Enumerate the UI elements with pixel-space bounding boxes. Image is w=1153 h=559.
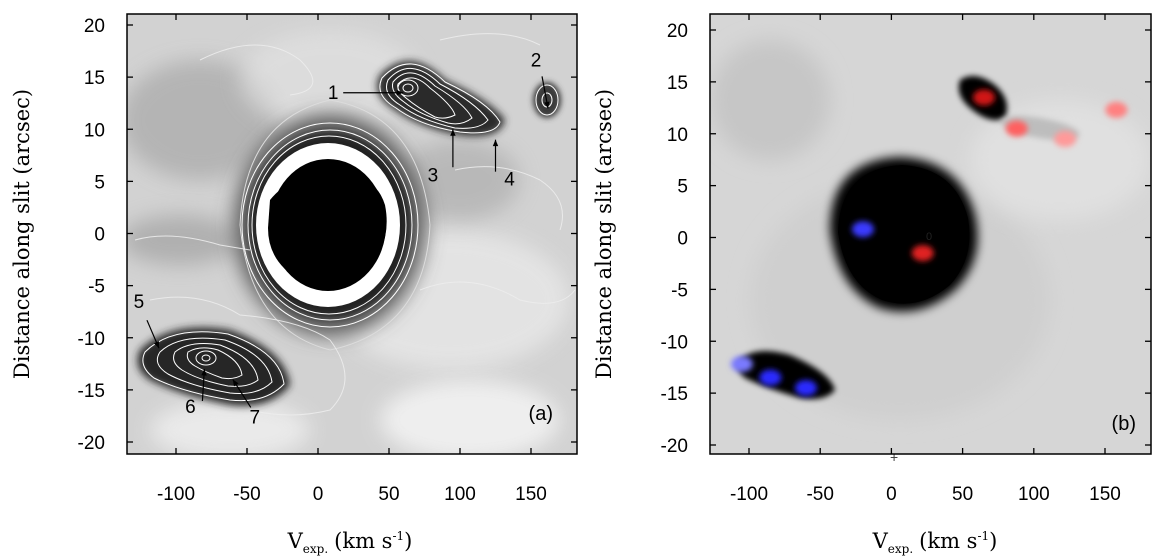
- emission-knot: [759, 369, 782, 386]
- annotation-label-7: 7: [250, 407, 261, 428]
- emission-knot: [911, 245, 934, 262]
- panel-b: 0 + -100 -50 0 50 100 150 -20-15-10-505101520…: [592, 13, 1152, 556]
- annotation-arrowhead-7: [232, 379, 239, 387]
- panel-a-y-axis-label: Distance along slit (arcsec): [10, 89, 34, 379]
- y-tick-label: -20: [661, 436, 688, 457]
- x-tick-label: 100: [444, 484, 476, 505]
- panel-a-x-axis-label: Vexp. (km s-1): [287, 529, 413, 556]
- panel-b-label: (b): [1112, 413, 1136, 435]
- annotation-label-3: 3: [428, 165, 439, 186]
- y-tick-label: 0: [94, 225, 105, 246]
- emission-knot: [851, 221, 874, 238]
- emission-knot: [1005, 120, 1028, 137]
- annotation-arrowhead-6: [201, 369, 207, 376]
- x-tick-label: 0: [886, 484, 897, 505]
- panel-a-x-ticks: -100 -50 0 50 100 150: [157, 14, 547, 505]
- y-tick-label: 0: [677, 229, 688, 250]
- emission-knot: [730, 356, 753, 373]
- x-tick-label: -50: [233, 484, 260, 505]
- y-tick-label: 15: [84, 68, 105, 89]
- x-tick-label: 150: [515, 484, 547, 505]
- y-tick-label: -10: [78, 329, 105, 350]
- annotation-arrowhead-5: [153, 341, 159, 349]
- y-tick-label: 10: [667, 125, 688, 146]
- plus-marker-icon: +: [890, 449, 898, 465]
- panel-b-y-ticks: -20 -15 -10 -5 0 5 10 15 20: [661, 21, 1151, 457]
- panel-b-x-axis-label: Vexp. (km s-1): [872, 529, 998, 556]
- center-marker: 0: [926, 231, 932, 243]
- annotation-arrowhead-1: [396, 90, 404, 96]
- annotation-arrowhead-2: [544, 101, 550, 109]
- panel-b-knots: [730, 89, 1128, 396]
- emission-knot: [1105, 101, 1128, 118]
- annotation-label-4: 4: [504, 170, 515, 191]
- annotation-label-2: 2: [531, 50, 542, 71]
- y-tick-label: 15: [667, 73, 688, 94]
- annotation-label-6: 6: [185, 397, 196, 418]
- emission-knot: [972, 89, 995, 106]
- panel-b-y-axis-label: Distance along slit (arcsec): [592, 89, 616, 379]
- emission-knot: [1054, 130, 1077, 147]
- panel-a-annotations: 1 2 3 4 5 6 7: [134, 50, 550, 428]
- x-tick-label: 50: [952, 484, 973, 505]
- y-tick-label: -5: [671, 280, 688, 301]
- x-tick-label: -100: [157, 484, 195, 505]
- x-tick-label: -50: [806, 484, 833, 505]
- x-tick-label: 150: [1089, 484, 1121, 505]
- y-tick-label: -15: [78, 381, 105, 402]
- panel-a-image: [127, 14, 577, 454]
- panel-b-frame: [709, 13, 1152, 455]
- y-tick-label: -10: [661, 332, 688, 353]
- x-tick-label: -100: [730, 484, 768, 505]
- annotation-arrowhead-4: [492, 139, 499, 147]
- y-tick-label: -15: [661, 384, 688, 405]
- y-tick-label: 20: [84, 16, 105, 37]
- x-tick-label: 100: [1018, 484, 1050, 505]
- y-tick-label: -5: [88, 277, 105, 298]
- annotation-label-1: 1: [328, 83, 339, 104]
- panel-b-x-ticks: -100 -50 0 50 100 150: [730, 14, 1121, 505]
- panel-b-image: [710, 40, 1150, 420]
- y-tick-label: 10: [84, 120, 105, 141]
- annotation-arrowhead-3: [450, 129, 456, 136]
- annotation-label-5: 5: [134, 292, 145, 313]
- emission-knot: [794, 379, 817, 396]
- y-tick-label: 5: [677, 177, 688, 198]
- x-tick-label: 0: [313, 484, 324, 505]
- y-tick-label: -20: [78, 433, 105, 454]
- x-tick-label: 50: [378, 484, 399, 505]
- y-tick-label: 20: [667, 21, 688, 42]
- panel-a-label: (a): [529, 403, 553, 425]
- y-tick-label: 5: [94, 172, 105, 193]
